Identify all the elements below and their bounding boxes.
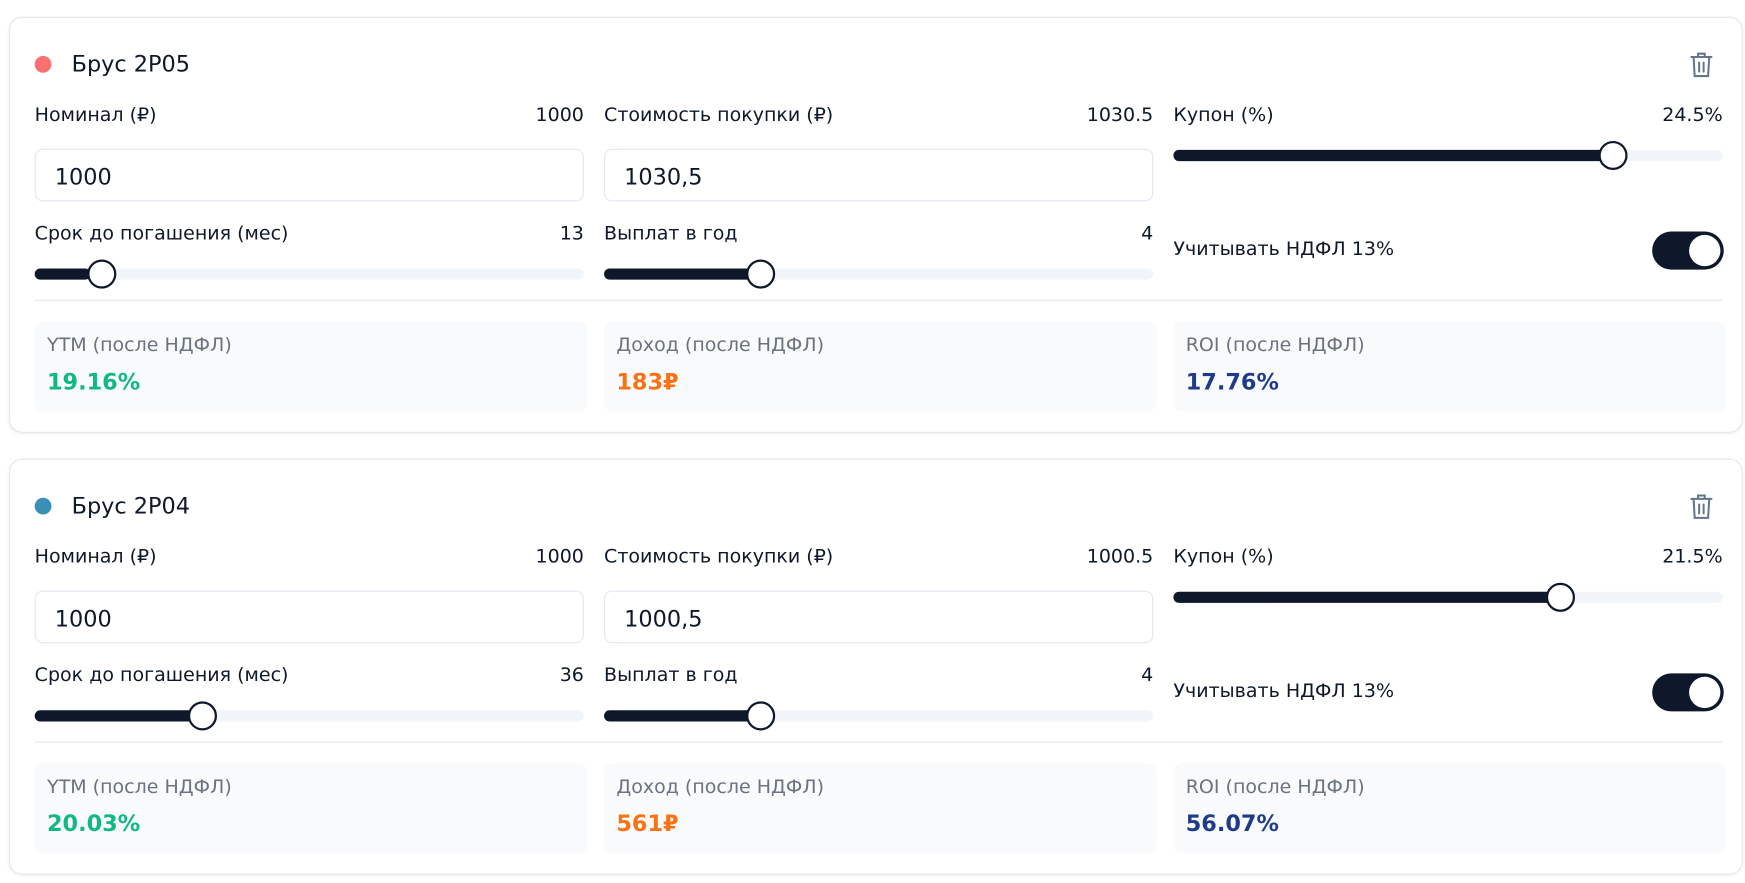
field-label: Номинал (₽) xyxy=(34,104,157,127)
field-value: 1000 xyxy=(535,545,584,569)
toggle-label: Учитывать НДФЛ 13% xyxy=(1173,680,1395,703)
divider xyxy=(34,299,1723,301)
slider-track xyxy=(1173,582,1723,612)
slider-thumb[interactable] xyxy=(745,259,775,289)
field-label: Выплат в год xyxy=(604,664,738,687)
bond-name: Брус 2P04 xyxy=(71,492,190,520)
result-label: YTM (после НДФЛ) xyxy=(46,334,232,357)
result-label: Доход (после НДФЛ) xyxy=(616,776,825,799)
result-value: 183₽ xyxy=(616,368,679,395)
result-value: 17.76% xyxy=(1185,368,1279,395)
field-value: 1000.5 xyxy=(1086,545,1154,569)
tax-toggle[interactable] xyxy=(1652,673,1724,712)
tax-toggle[interactable] xyxy=(1652,231,1724,270)
toggle-label: Учитывать НДФЛ 13% xyxy=(1173,238,1395,261)
number-input[interactable]: 1000 xyxy=(34,590,584,644)
field-value: 4 xyxy=(1141,222,1154,245)
result-box: YTM (после НДФЛ) 20.03% xyxy=(34,762,588,854)
delete-button[interactable] xyxy=(1689,51,1714,78)
number-input[interactable]: 1000 xyxy=(34,148,584,202)
number-input[interactable]: 1030,5 xyxy=(604,148,1154,202)
result-value: 561₽ xyxy=(616,809,679,837)
bond-card: Брус 2P04 Номинал (₽) 1000 1000 Стоимость по… xyxy=(8,458,1743,875)
result-box: Доход (после НДФЛ) 183₽ xyxy=(604,321,1157,412)
number-input[interactable]: 1000,5 xyxy=(604,590,1154,644)
color-dot xyxy=(34,55,52,73)
slider-track xyxy=(1173,140,1723,171)
result-box: YTM (после НДФЛ) 19.16% xyxy=(34,321,588,412)
field-value: 1030.5 xyxy=(1086,104,1154,127)
slider-thumb[interactable] xyxy=(1546,582,1576,612)
field-label: Купон (%) xyxy=(1173,545,1274,569)
field-value: 1000 xyxy=(535,104,584,127)
field-label: Выплат в год xyxy=(604,222,738,245)
slider-thumb[interactable] xyxy=(187,701,217,731)
field-value: 13 xyxy=(559,222,584,245)
field-label: Срок до погашения (мес) xyxy=(34,664,289,687)
result-box: Доход (после НДФЛ) 561₽ xyxy=(604,762,1157,854)
result-value: 56.07% xyxy=(1185,809,1279,837)
result-label: YTM (после НДФЛ) xyxy=(46,776,232,799)
divider xyxy=(34,741,1723,743)
result-value: 20.03% xyxy=(46,809,141,837)
slider-track xyxy=(34,701,584,731)
field-label: Номинал (₽) xyxy=(34,545,157,569)
slider-thumb[interactable] xyxy=(87,259,117,289)
delete-button[interactable] xyxy=(1689,493,1714,520)
slider-thumb[interactable] xyxy=(745,701,775,731)
toggle-knob xyxy=(1689,234,1721,267)
field-label: Стоимость покупки (₽) xyxy=(604,545,834,569)
bond-name: Брус 2P05 xyxy=(71,50,190,78)
slider-fill xyxy=(1173,149,1622,162)
result-box: ROI (после НДФЛ) 17.76% xyxy=(1173,321,1726,412)
result-label: ROI (после НДФЛ) xyxy=(1185,334,1365,357)
slider-thumb[interactable] xyxy=(1598,140,1628,171)
field-value: 21.5% xyxy=(1662,545,1723,569)
field-label: Срок до погашения (мес) xyxy=(34,222,289,245)
field-label: Стоимость покупки (₽) xyxy=(604,104,834,127)
slider-fill xyxy=(34,710,197,722)
slider-fill xyxy=(604,710,754,722)
slider-fill xyxy=(34,268,91,280)
slider-track xyxy=(604,259,1154,289)
slider-fill xyxy=(1173,591,1568,603)
toggle-knob xyxy=(1689,676,1721,709)
slider-track xyxy=(604,701,1154,731)
color-dot xyxy=(34,497,52,515)
field-value: 36 xyxy=(559,664,584,687)
result-value: 19.16% xyxy=(46,368,141,395)
slider-fill xyxy=(604,268,754,280)
result-label: Доход (после НДФЛ) xyxy=(616,334,825,357)
field-label: Купон (%) xyxy=(1173,104,1274,127)
field-value: 24.5% xyxy=(1662,104,1723,127)
bond-card: Брус 2P05 Номинал (₽) 1000 1000 Стоимость по… xyxy=(8,16,1743,433)
field-value: 4 xyxy=(1141,664,1154,687)
result-label: ROI (после НДФЛ) xyxy=(1185,776,1365,799)
slider-track xyxy=(34,259,584,289)
result-box: ROI (после НДФЛ) 56.07% xyxy=(1173,762,1726,854)
